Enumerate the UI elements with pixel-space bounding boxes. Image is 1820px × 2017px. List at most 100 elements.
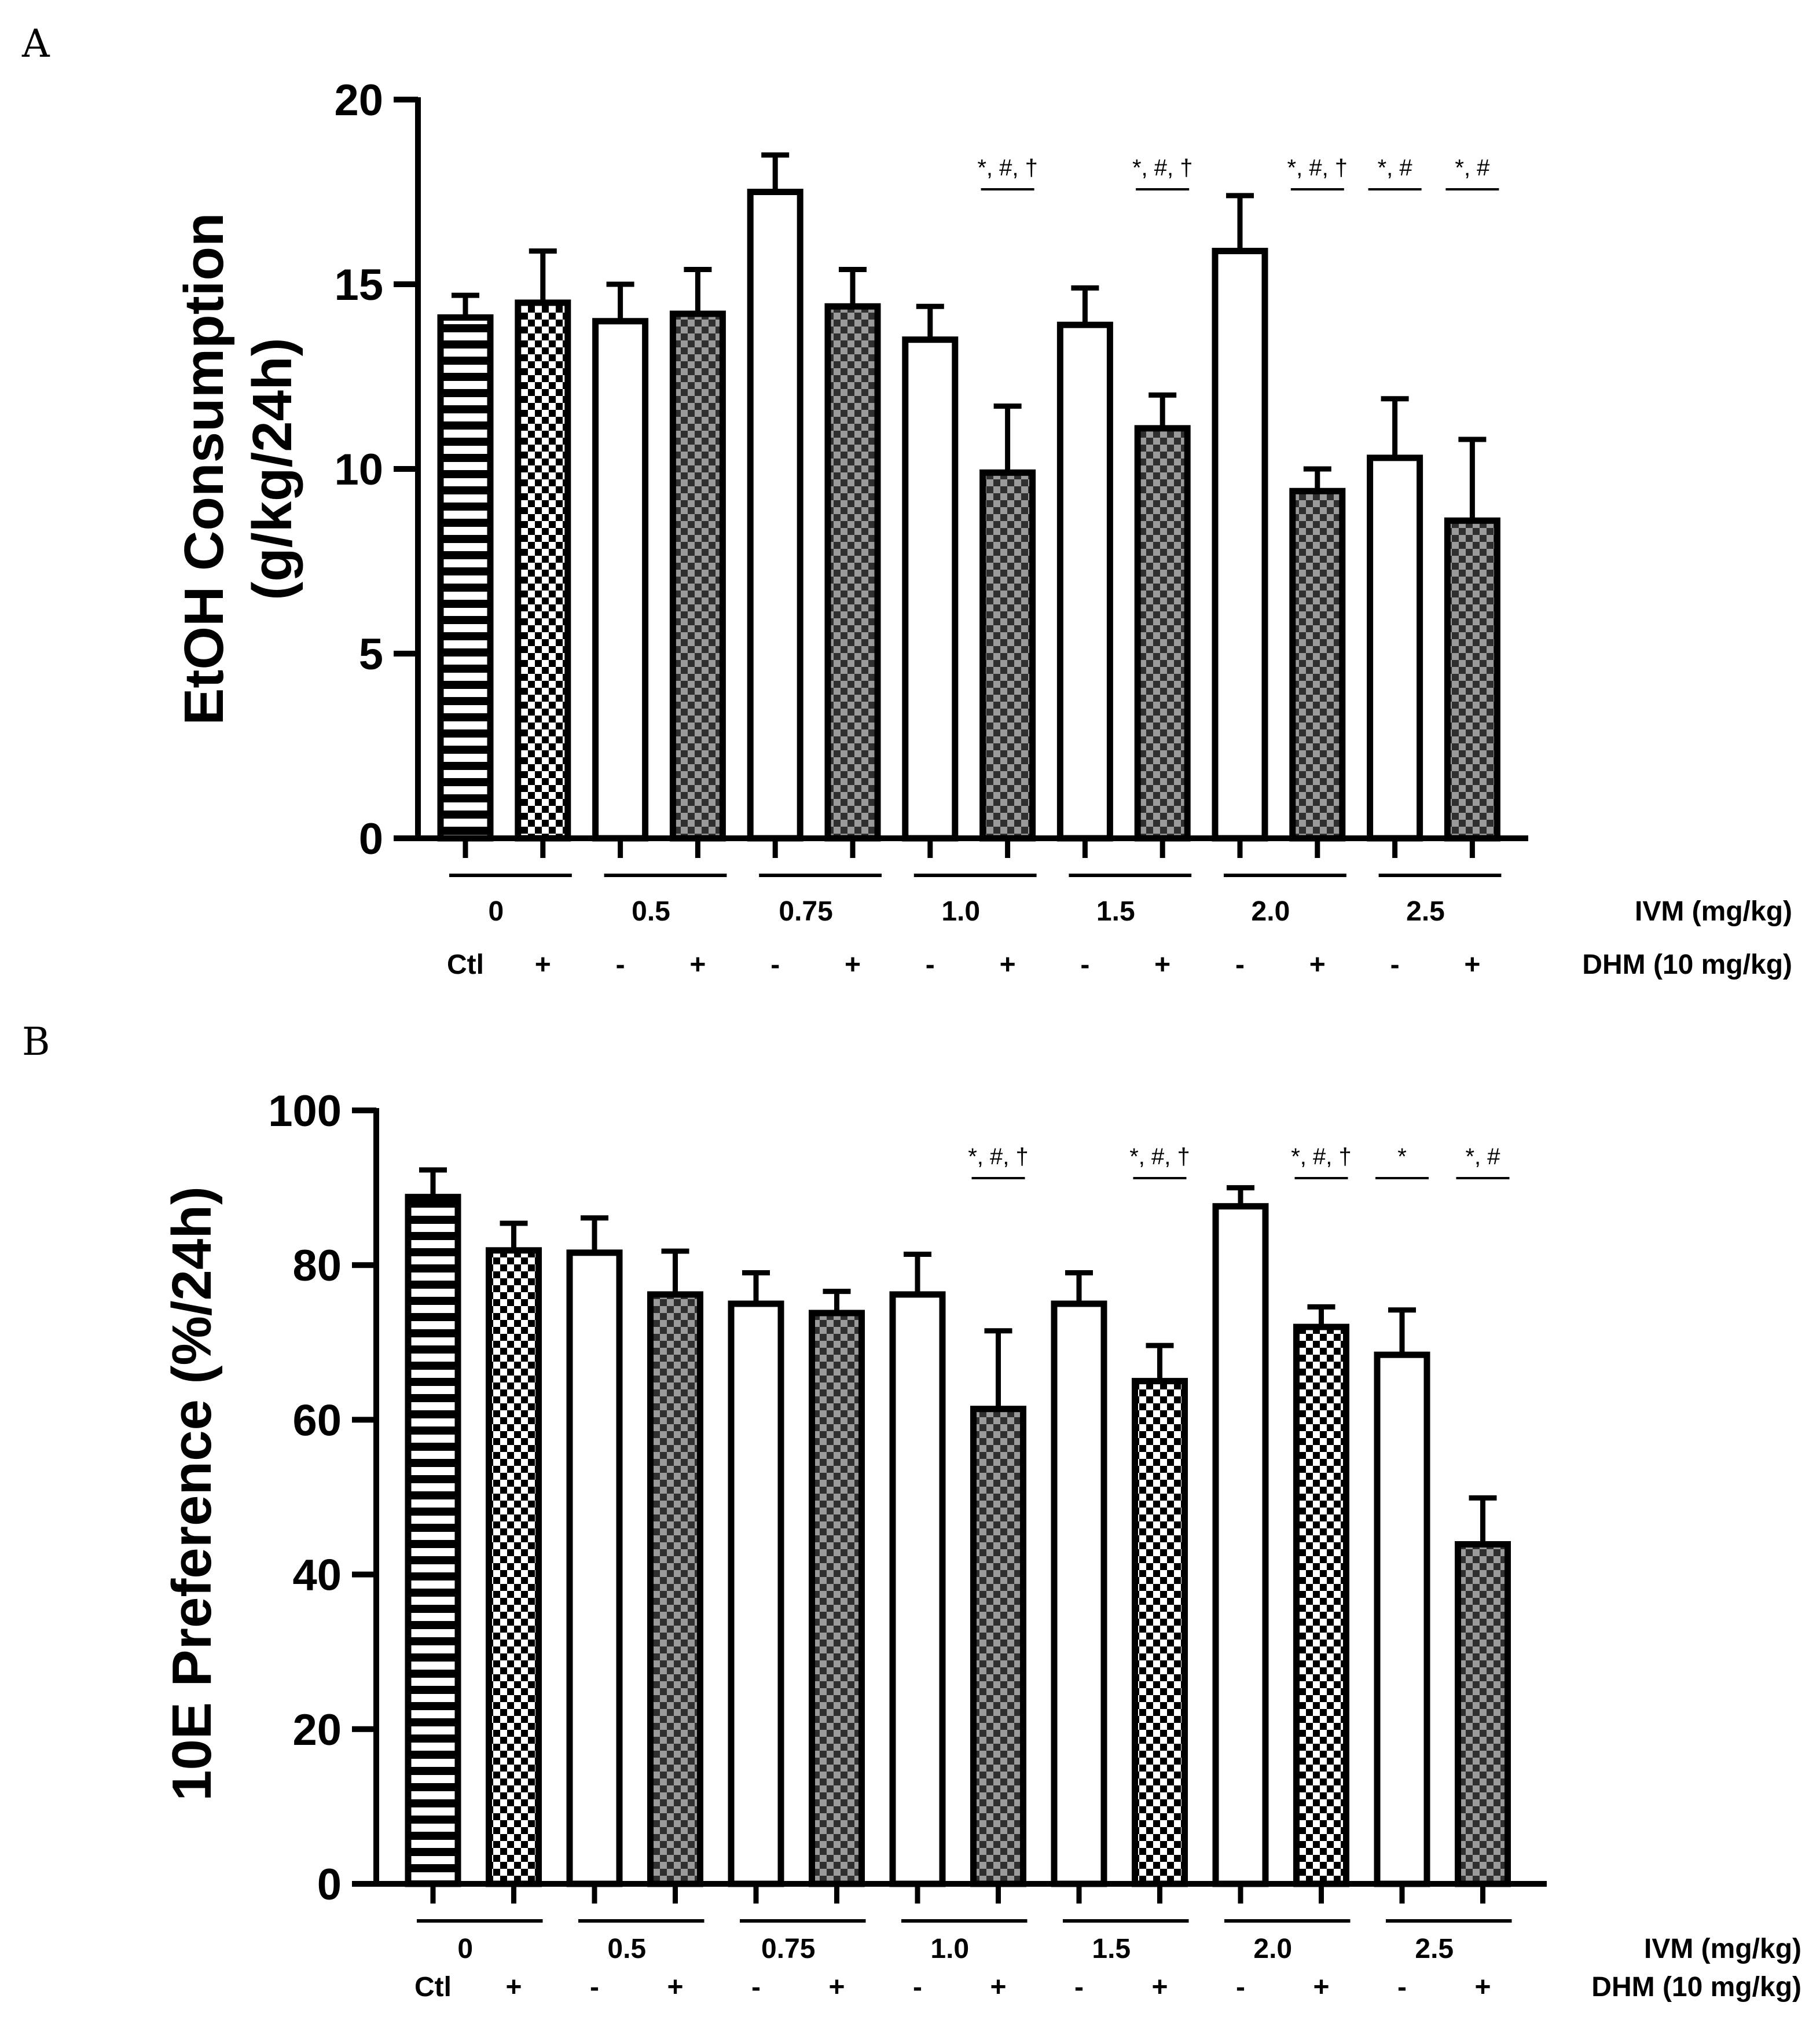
ivm-group-label: 2.5 bbox=[1415, 1934, 1454, 1964]
significance-label: *, #, † bbox=[1129, 1144, 1190, 1169]
dhm-label: - bbox=[1080, 949, 1089, 980]
bar bbox=[437, 314, 494, 842]
bar bbox=[405, 1194, 461, 1887]
y-axis-title-group: EtOH Consumption (g/kg/24h) bbox=[173, 212, 303, 725]
dhm-label: + bbox=[1313, 1972, 1329, 2003]
y-tick-label: 60 bbox=[292, 1396, 342, 1445]
y-tick-label: 40 bbox=[292, 1551, 342, 1600]
significance-label: *, # bbox=[1378, 155, 1413, 181]
ivm-group-label: 2.0 bbox=[1253, 1934, 1292, 1964]
y-tick-label: 100 bbox=[268, 1087, 342, 1136]
y-tick-label: 10 bbox=[334, 445, 383, 494]
dhm-label: + bbox=[990, 1972, 1006, 2003]
significance-label: *, #, † bbox=[977, 155, 1038, 181]
bar bbox=[1056, 321, 1113, 842]
dhm-label: - bbox=[926, 949, 935, 980]
bar bbox=[747, 189, 803, 842]
y-tick-label: 20 bbox=[292, 1706, 342, 1755]
y-axis-title-line2: (g/kg/24h) bbox=[241, 338, 303, 600]
ivm-group-label: 0.75 bbox=[761, 1934, 815, 1964]
dhm-label: - bbox=[751, 1972, 761, 2003]
bar bbox=[1212, 248, 1268, 842]
ivm-group-label: 1.5 bbox=[1096, 896, 1135, 927]
bar bbox=[486, 1247, 542, 1887]
bar bbox=[979, 469, 1036, 842]
y-tick-label: 80 bbox=[292, 1241, 342, 1290]
significance-label: *, # bbox=[1465, 1144, 1500, 1169]
ivm-group-label: 0.5 bbox=[607, 1934, 646, 1964]
bar bbox=[1212, 1203, 1269, 1887]
dhm-label: - bbox=[1397, 1972, 1407, 2003]
bar bbox=[592, 318, 649, 842]
dhm-label: - bbox=[1235, 949, 1245, 980]
bar bbox=[515, 299, 571, 842]
significance-label: *, #, † bbox=[1291, 1144, 1352, 1169]
bar bbox=[902, 336, 959, 842]
dhm-row-label: DHM (10 mg/kg) bbox=[1582, 949, 1792, 980]
ivm-group-label: 1.0 bbox=[941, 896, 980, 927]
dhm-label: Ctl bbox=[447, 949, 484, 980]
ivm-group-label: 2.0 bbox=[1252, 896, 1290, 927]
ivm-group-label: 0.5 bbox=[632, 896, 670, 927]
y-tick-label: 0 bbox=[359, 815, 383, 864]
ivm-row-label: IVM (mg/kg) bbox=[1635, 896, 1792, 927]
bar bbox=[566, 1249, 623, 1887]
dhm-label: - bbox=[590, 1972, 599, 2003]
dhm-row-label: DHM (10 mg/kg) bbox=[1591, 1972, 1801, 2003]
dhm-label: + bbox=[845, 949, 861, 980]
dhm-label: - bbox=[1236, 1972, 1245, 2003]
ivm-group-label: 2.5 bbox=[1406, 896, 1445, 927]
bar bbox=[669, 310, 726, 842]
dhm-label: + bbox=[1154, 949, 1170, 980]
dhm-label: + bbox=[667, 1972, 683, 2003]
bar bbox=[1444, 517, 1500, 842]
bar bbox=[1132, 1378, 1188, 1887]
y-axis-title: 10E Preference (%/24h) bbox=[161, 1186, 223, 1801]
bar bbox=[1289, 487, 1346, 842]
significance-label: *, #, † bbox=[1132, 155, 1193, 181]
dhm-label: + bbox=[1464, 949, 1480, 980]
dhm-label: Ctl bbox=[414, 1972, 452, 2003]
dhm-label: + bbox=[505, 1972, 522, 2003]
panel-a-chart: A EtOH Consumption (g/kg/24h) Ctl + - + - + - + - + -… bbox=[21, 21, 1792, 980]
dhm-label: - bbox=[770, 949, 780, 980]
y-axis-title-line1: EtOH Consumption bbox=[173, 212, 235, 725]
y-axis-title-group: 10E Preference (%/24h) bbox=[161, 1186, 223, 1801]
significance-label: *, #, † bbox=[1287, 155, 1348, 181]
dhm-label: + bbox=[689, 949, 706, 980]
panel-letter: B bbox=[22, 1019, 50, 1064]
dhm-label: - bbox=[1390, 949, 1400, 980]
dhm-label: + bbox=[1474, 1972, 1491, 2003]
bar bbox=[809, 1310, 865, 1887]
significance-label: * bbox=[1397, 1144, 1407, 1169]
dhm-label: + bbox=[535, 949, 551, 980]
significance-label: *, # bbox=[1455, 155, 1490, 181]
bar bbox=[647, 1291, 703, 1887]
panel-b-chart: B 10E Preference (%/24h) Ctl + - + - + - + - + - + - +0… bbox=[22, 1019, 1801, 2003]
bar bbox=[1367, 454, 1423, 842]
significance-label: *, #, † bbox=[968, 1144, 1029, 1169]
bar bbox=[1134, 425, 1191, 842]
bar bbox=[1051, 1300, 1107, 1887]
y-tick-label: 0 bbox=[317, 1860, 342, 1909]
bar bbox=[728, 1300, 784, 1887]
y-tick-label: 15 bbox=[334, 261, 383, 310]
dhm-label: - bbox=[616, 949, 625, 980]
ivm-group-label: 0 bbox=[489, 896, 504, 927]
dhm-label: + bbox=[1000, 949, 1016, 980]
bar bbox=[824, 303, 881, 842]
ivm-group-label: 0.75 bbox=[779, 896, 832, 927]
y-tick-label: 20 bbox=[334, 76, 383, 125]
bar bbox=[889, 1291, 946, 1887]
bar bbox=[970, 1406, 1026, 1887]
dhm-label: + bbox=[828, 1972, 845, 2003]
panel-letter: A bbox=[21, 21, 50, 66]
bar bbox=[1374, 1351, 1430, 1887]
bar bbox=[1455, 1541, 1511, 1887]
dhm-label: + bbox=[1309, 949, 1326, 980]
ivm-row-label: IVM (mg/kg) bbox=[1644, 1934, 1801, 1964]
dhm-label: - bbox=[1074, 1972, 1084, 2003]
dhm-label: + bbox=[1151, 1972, 1168, 2003]
ivm-group-label: 0 bbox=[457, 1934, 473, 1964]
bar bbox=[1293, 1323, 1349, 1887]
